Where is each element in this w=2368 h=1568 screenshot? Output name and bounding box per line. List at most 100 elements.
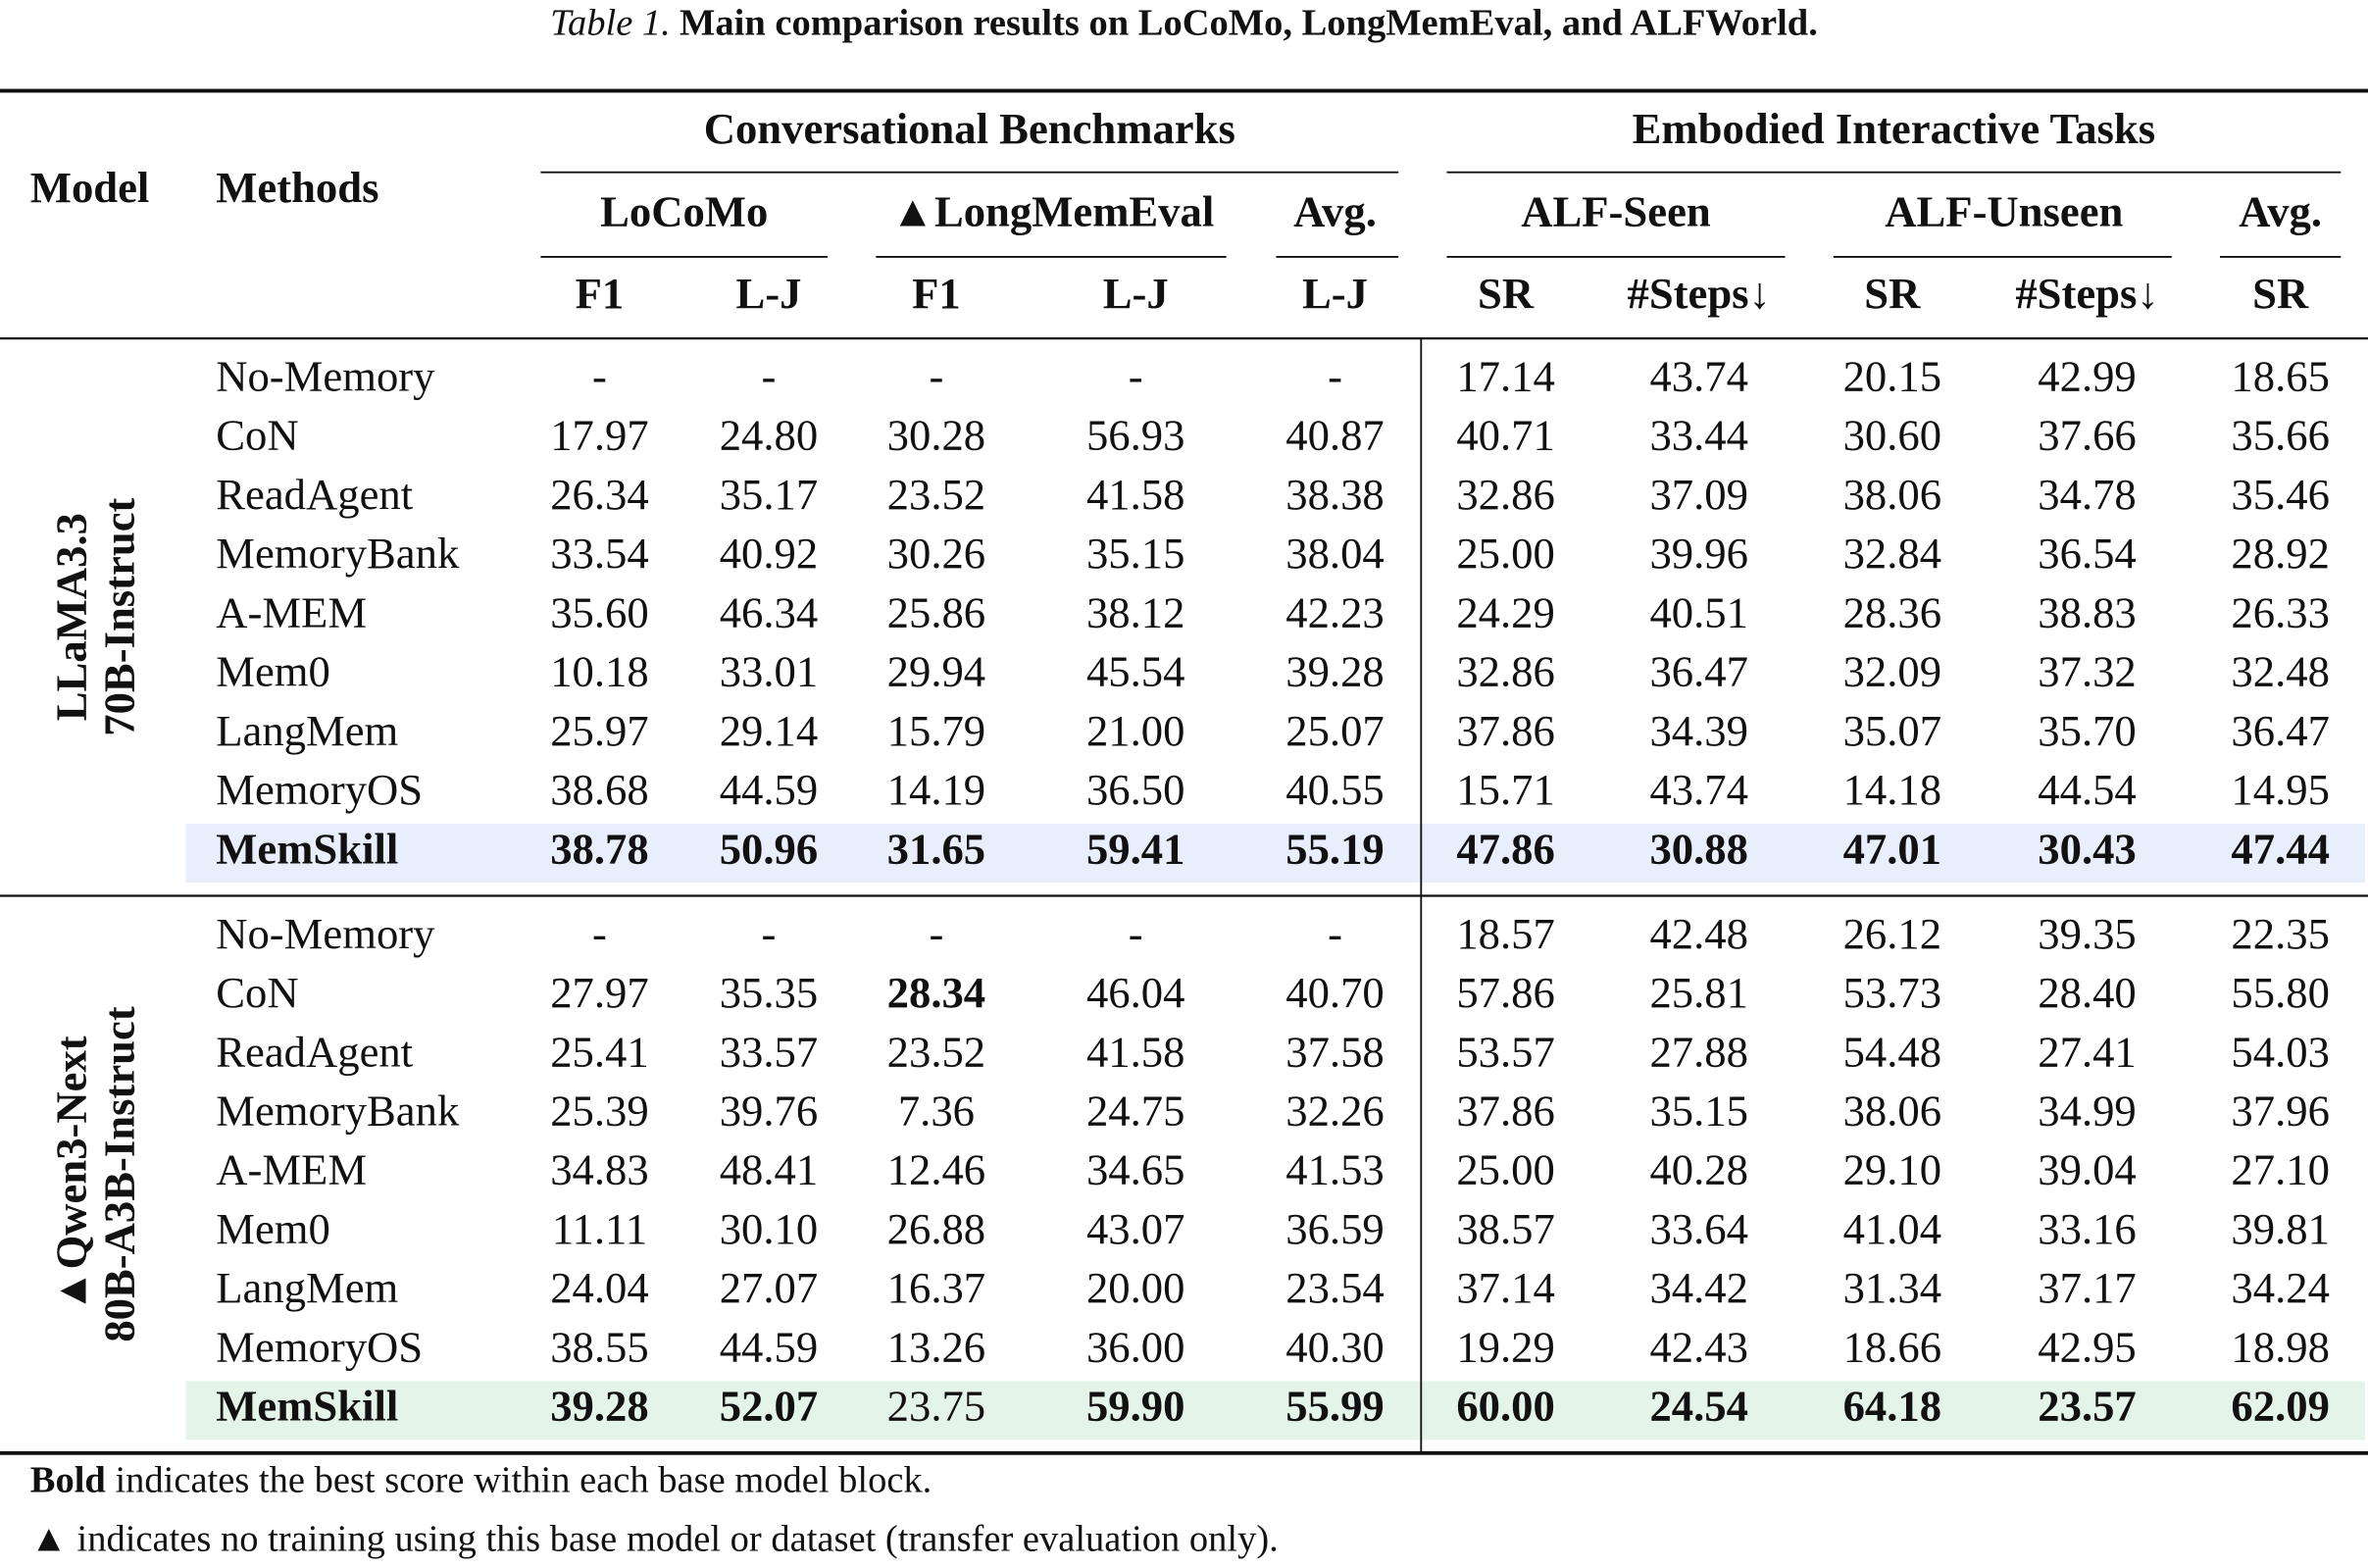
- cell: 34.24: [2231, 1263, 2329, 1312]
- model-label: 70B-Instruct: [95, 497, 144, 735]
- cell: 32.26: [1285, 1087, 1384, 1136]
- cell: 25.41: [550, 1027, 648, 1076]
- method-name: A-MEM: [216, 1145, 367, 1194]
- cell: 32.09: [1843, 647, 1941, 696]
- cell: 18.98: [2231, 1322, 2329, 1371]
- cell: 60.00: [1456, 1382, 1554, 1431]
- column-header: L-J: [1302, 269, 1368, 318]
- cell: 40.70: [1285, 968, 1384, 1017]
- cell: 64.18: [1843, 1382, 1941, 1431]
- cell: 40.87: [1285, 411, 1384, 460]
- cell: 32.84: [1843, 529, 1941, 578]
- cell: 30.43: [2038, 824, 2136, 873]
- model-label: ▲Qwen3-Next: [46, 1036, 95, 1312]
- cell: 59.41: [1086, 824, 1184, 873]
- subgroup-header: ALF-Seen: [1521, 187, 1711, 236]
- subgroup-header: LoCoMo: [600, 187, 768, 236]
- cell: -: [1129, 909, 1143, 958]
- cell: 54.48: [1843, 1027, 1941, 1076]
- cell: 25.07: [1285, 706, 1384, 755]
- cell: 33.01: [720, 647, 818, 696]
- group-header: Embodied Interactive Tasks: [1633, 104, 2155, 153]
- model-label: LLaMA3.3: [46, 513, 95, 721]
- cell: 37.58: [1285, 1027, 1384, 1076]
- method-name: A-MEM: [216, 587, 367, 636]
- cell: 40.28: [1649, 1145, 1747, 1194]
- column-header: F1: [576, 269, 625, 318]
- methods-header: Methods: [216, 163, 378, 212]
- cell: 36.54: [2038, 529, 2136, 578]
- cell: 43.07: [1086, 1204, 1184, 1253]
- cell: 26.33: [2231, 587, 2329, 636]
- cell: 44.54: [2038, 765, 2136, 814]
- cell: 37.66: [2038, 411, 2136, 460]
- cell: 37.86: [1456, 1087, 1554, 1136]
- cell: 36.00: [1086, 1322, 1184, 1371]
- highlight-row: [185, 824, 2365, 884]
- cell: 34.39: [1649, 706, 1747, 755]
- method-name: CoN: [216, 968, 298, 1017]
- cell: 26.12: [1843, 909, 1941, 958]
- cell: 40.30: [1285, 1322, 1384, 1371]
- cell: 31.65: [887, 824, 985, 873]
- cell: 34.78: [2038, 470, 2136, 519]
- cell: 38.06: [1843, 470, 1941, 519]
- method-name: MemoryOS: [216, 765, 423, 814]
- cell: 18.57: [1456, 909, 1554, 958]
- cell: 37.32: [2038, 647, 2136, 696]
- cell: 23.57: [2038, 1382, 2136, 1431]
- column-header: #Steps↓: [2015, 269, 2158, 318]
- cell: 34.99: [2038, 1087, 2136, 1136]
- cell: 17.97: [550, 411, 648, 460]
- cell: 11.11: [552, 1204, 647, 1253]
- cell: 57.86: [1456, 968, 1554, 1017]
- cell: 40.71: [1456, 411, 1554, 460]
- subgroup-header: ALF-Unseen: [1885, 187, 2123, 236]
- cell: -: [1328, 909, 1342, 958]
- method-name: LangMem: [216, 706, 398, 755]
- cell: 14.19: [887, 765, 985, 814]
- cell: 40.51: [1649, 587, 1747, 636]
- cell: 33.44: [1649, 411, 1747, 460]
- model-label: 80B-A3B-Instruct: [95, 1006, 144, 1341]
- cell: 29.10: [1843, 1145, 1941, 1194]
- cell: 20.15: [1843, 352, 1941, 401]
- cell: 18.65: [2231, 352, 2329, 401]
- cell: 35.70: [2038, 706, 2136, 755]
- cell: 55.19: [1285, 824, 1384, 873]
- highlight-row: [185, 1381, 2365, 1441]
- caption-text: Main comparison results on LoCoMo, LongM…: [680, 2, 1818, 43]
- column-header: #Steps↓: [1627, 269, 1770, 318]
- column-header: L-J: [735, 269, 801, 318]
- cell: 39.76: [720, 1087, 818, 1136]
- cell: -: [592, 352, 607, 401]
- cell: 33.64: [1649, 1204, 1747, 1253]
- cell: 34.83: [550, 1145, 648, 1194]
- cell: 35.17: [720, 470, 818, 519]
- cell: 28.92: [2231, 529, 2329, 578]
- cell: 53.57: [1456, 1027, 1554, 1076]
- cell: 15.79: [887, 706, 985, 755]
- method-name: No-Memory: [216, 352, 435, 401]
- cell: 23.52: [887, 470, 985, 519]
- cell: 25.86: [887, 587, 985, 636]
- method-name: MemoryBank: [216, 529, 460, 578]
- cell: -: [592, 909, 607, 958]
- cell: 36.47: [1649, 647, 1747, 696]
- cell: 27.41: [2038, 1027, 2136, 1076]
- cell: 26.88: [887, 1204, 985, 1253]
- cell: 38.83: [2038, 587, 2136, 636]
- column-header: SR: [1478, 269, 1535, 318]
- cell: 55.99: [1285, 1382, 1384, 1431]
- cell: 13.26: [887, 1322, 985, 1371]
- column-header: F1: [912, 269, 961, 318]
- column-header: L-J: [1103, 269, 1169, 318]
- cell: 38.38: [1285, 470, 1384, 519]
- cell: 32.86: [1456, 647, 1554, 696]
- cell: 39.35: [2038, 909, 2136, 958]
- cell: 38.04: [1285, 529, 1384, 578]
- cell: 26.34: [550, 470, 648, 519]
- cell: 39.28: [1285, 647, 1384, 696]
- cell: 46.34: [720, 587, 818, 636]
